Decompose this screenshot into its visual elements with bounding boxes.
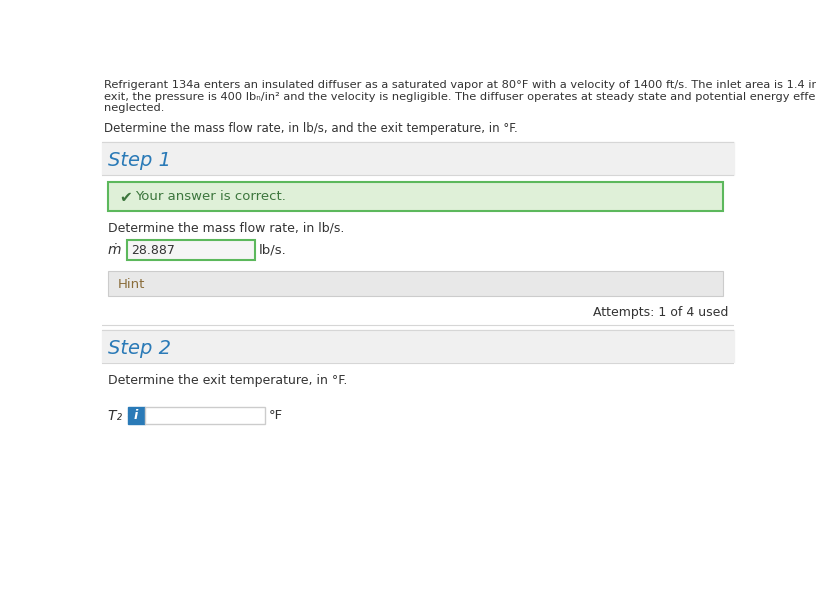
Text: Determine the mass flow rate, in lb/s, and the exit temperature, in °F.: Determine the mass flow rate, in lb/s, a… [104,121,517,135]
FancyBboxPatch shape [144,407,264,424]
Text: °F: °F [268,409,283,422]
FancyBboxPatch shape [102,330,734,363]
Text: Refrigerant 134a enters an insulated diffuser as a saturated vapor at 80°F with : Refrigerant 134a enters an insulated dif… [104,80,816,90]
Text: lb/s.: lb/s. [259,243,286,256]
FancyBboxPatch shape [102,176,734,180]
FancyBboxPatch shape [102,74,734,151]
Text: T₂ =: T₂ = [109,409,139,423]
Text: 28.887: 28.887 [131,244,175,257]
FancyBboxPatch shape [102,326,734,330]
Text: Step 1: Step 1 [109,151,171,170]
Text: ✔: ✔ [119,190,132,205]
FancyBboxPatch shape [102,142,734,175]
Text: neglected.: neglected. [104,103,164,113]
Text: Determine the exit temperature, in °F.: Determine the exit temperature, in °F. [109,375,348,387]
Text: Determine the mass flow rate, in lb/s.: Determine the mass flow rate, in lb/s. [109,222,344,235]
Text: Step 2: Step 2 [109,339,171,358]
FancyBboxPatch shape [102,211,734,222]
FancyBboxPatch shape [127,407,144,424]
FancyBboxPatch shape [126,240,255,260]
FancyBboxPatch shape [109,271,723,296]
Text: ṁ =: ṁ = [109,243,138,257]
FancyBboxPatch shape [109,182,723,211]
Text: Hint: Hint [118,278,145,291]
Text: i: i [134,409,138,422]
FancyBboxPatch shape [102,233,734,241]
Text: exit, the pressure is 400 lbₙ/in² and the velocity is negligible. The diffuser o: exit, the pressure is 400 lbₙ/in² and th… [104,92,816,102]
Text: Your answer is correct.: Your answer is correct. [135,190,286,203]
Text: Attempts: 1 of 4 used: Attempts: 1 of 4 used [593,307,728,320]
FancyBboxPatch shape [102,363,734,548]
